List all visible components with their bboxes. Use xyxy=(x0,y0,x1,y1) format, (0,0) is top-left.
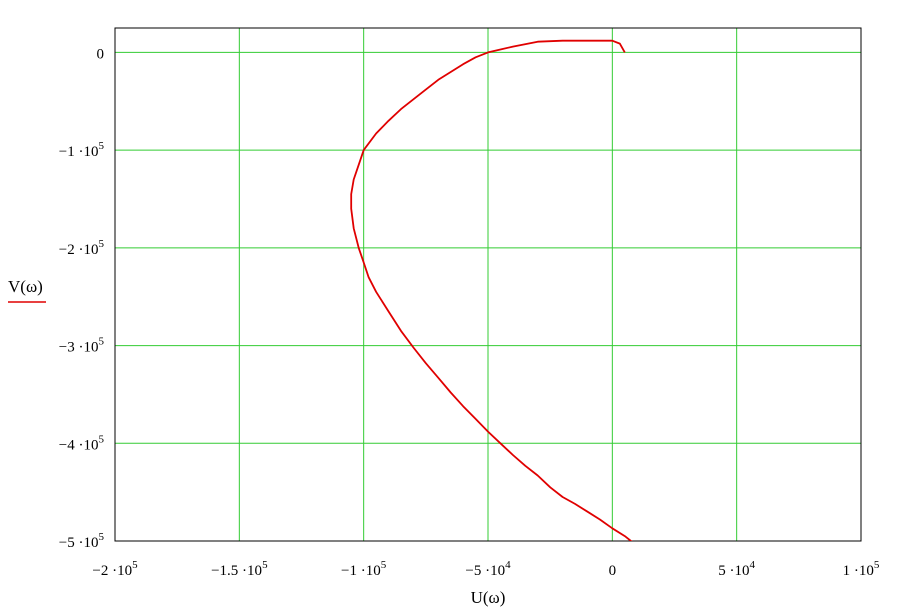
x-tick-label: −5 ·104 xyxy=(465,559,511,579)
x-tick-labels: −2 ·105 −1.5 ·105 −1 ·105 −5 ·104 0 5 ·104 1 ·… xyxy=(92,559,879,579)
y-tick-label: −3 ·105 xyxy=(59,336,105,356)
series-layer xyxy=(350,39,633,541)
x-tick-label: 1 ·105 xyxy=(843,559,880,579)
series-line-V-vs-U xyxy=(350,39,633,541)
x-tick-label: −1 ·105 xyxy=(341,559,387,579)
x-tick-label: −2 ·105 xyxy=(92,559,138,579)
y-tick-label: −1 ·105 xyxy=(59,140,105,160)
x-axis-title: U(ω) xyxy=(471,588,506,607)
plot-frame xyxy=(114,27,862,542)
grid-lines xyxy=(115,28,861,541)
y-tick-labels: 0 −1 ·105 −2 ·105 −3 ·105 −4 ·105 −5 ·105 xyxy=(59,46,105,551)
y-tick-label: −2 ·105 xyxy=(59,238,105,258)
y-tick-label: −5 ·105 xyxy=(59,531,105,551)
y-axis-title: V(ω) xyxy=(8,277,43,296)
x-tick-label: 0 xyxy=(609,563,617,579)
x-tick-label: −1.5 ·105 xyxy=(211,559,268,579)
y-tick-label: 0 xyxy=(97,46,105,62)
y-tick-label: −4 ·105 xyxy=(59,433,105,453)
x-tick-label: 5 ·104 xyxy=(718,559,755,579)
